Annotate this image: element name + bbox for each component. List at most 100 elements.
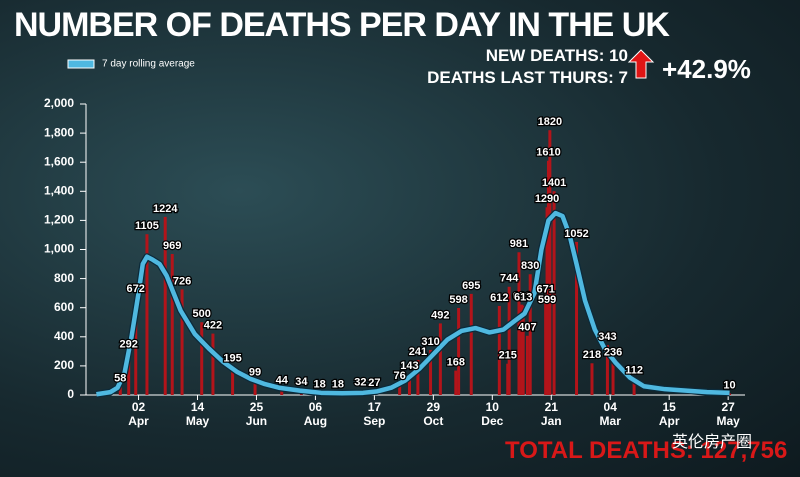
data-label: 598 <box>449 294 467 306</box>
bar <box>416 359 420 395</box>
deaths-last-thurs: DEATHS LAST THURS: 7 <box>427 68 628 87</box>
y-tick-label: 800 <box>54 271 74 285</box>
bar <box>127 352 131 395</box>
data-label: 215 <box>499 350 517 362</box>
data-label: 292 <box>120 338 138 350</box>
bar <box>170 254 174 395</box>
legend-swatch <box>67 59 95 69</box>
bar <box>429 349 433 395</box>
y-tick-label: 1,400 <box>44 183 74 197</box>
data-label: 1105 <box>135 220 159 232</box>
data-label: 1052 <box>564 228 588 240</box>
bar <box>728 393 732 395</box>
data-label: 143 <box>400 360 418 372</box>
total-deaths: TOTAL DEATHS: 127,756 <box>505 437 788 464</box>
bar <box>231 366 235 395</box>
data-label: 168 <box>447 356 465 368</box>
bar <box>211 333 215 395</box>
x-tick-label: 25 Jun <box>245 400 268 428</box>
data-label: 407 <box>518 322 536 334</box>
data-label: 218 <box>583 349 601 361</box>
chart-title: NUMBER OF DEATHS PER DAY IN THE UK <box>14 6 670 44</box>
y-tick-label: 1,000 <box>44 242 74 256</box>
x-tick-label: 02 Apr <box>128 400 149 428</box>
data-label: 195 <box>223 353 241 365</box>
data-label: 1820 <box>538 116 562 128</box>
data-label: 44 <box>276 375 289 387</box>
bar <box>552 191 556 395</box>
bar <box>118 386 122 395</box>
data-label: 58 <box>114 372 126 384</box>
x-tick-label: 29 Oct <box>423 400 444 428</box>
data-label: 310 <box>421 336 439 348</box>
data-label: 18 <box>314 378 326 390</box>
x-tick-label: 17 Sep <box>363 400 386 428</box>
data-label: 621 <box>513 291 531 303</box>
data-label: 10 <box>723 379 735 391</box>
data-label: 32 <box>354 376 366 388</box>
data-label: 599 <box>538 294 556 306</box>
legend-label: 7 day rolling average <box>102 59 195 70</box>
y-tick-label: 2,000 <box>44 96 74 110</box>
bar <box>200 322 204 395</box>
bar <box>590 363 594 395</box>
bar <box>280 388 284 395</box>
bar <box>457 307 461 395</box>
data-label: 613 <box>514 292 532 304</box>
bar <box>407 374 411 395</box>
x-tick-label: 27 May <box>716 400 740 428</box>
bar <box>497 305 501 395</box>
data-label: 969 <box>163 240 181 252</box>
data-label: 236 <box>604 347 622 359</box>
bar <box>605 345 609 395</box>
data-label: 1224 <box>153 203 178 215</box>
data-label: 1290 <box>535 193 559 205</box>
y-tick-label: 1,800 <box>44 125 74 139</box>
x-tick-label: 06 Aug <box>303 400 328 428</box>
data-label: 830 <box>521 260 539 272</box>
bar <box>521 305 525 395</box>
bar <box>180 289 184 395</box>
data-label: 981 <box>510 238 528 250</box>
bar <box>438 323 442 395</box>
data-label: 726 <box>173 275 191 287</box>
x-tick-label: 14 May <box>185 400 210 428</box>
bar <box>398 383 402 395</box>
data-label: 492 <box>431 309 449 321</box>
bar <box>163 216 167 395</box>
y-tick-label: 600 <box>54 300 74 314</box>
y-tick-label: 1,200 <box>44 213 74 227</box>
x-tick-label: 04 Mar <box>599 400 621 428</box>
change: +42.9% <box>662 54 751 84</box>
data-label: 18 <box>332 378 344 390</box>
data-label: 241 <box>409 346 427 358</box>
data-label: 422 <box>204 320 222 332</box>
bar <box>575 241 579 395</box>
data-label: 672 <box>127 283 145 295</box>
data-label: 34 <box>295 376 308 388</box>
data-label: 343 <box>598 331 616 343</box>
data-label: 500 <box>193 308 211 320</box>
y-tick-label: 400 <box>54 329 74 343</box>
bar <box>134 297 138 395</box>
bar <box>469 293 473 395</box>
bar <box>454 370 458 395</box>
bar <box>548 130 552 395</box>
new-deaths: NEW DEATHS: 10 <box>485 46 628 65</box>
data-label: 671 <box>536 283 554 295</box>
x-tick-label: 21 Jan <box>540 400 562 428</box>
data-label: 99 <box>249 367 261 379</box>
y-tick-label: 200 <box>54 358 74 372</box>
bar <box>253 380 257 395</box>
data-label: 744 <box>500 273 519 285</box>
bar <box>611 360 615 395</box>
bar <box>145 234 149 395</box>
data-label: 27 <box>368 377 380 389</box>
y-tick-label: 0 <box>67 387 74 401</box>
bar <box>517 252 521 395</box>
data-label: 1401 <box>542 177 566 189</box>
data-label: 112 <box>625 365 643 377</box>
bar <box>525 335 529 395</box>
